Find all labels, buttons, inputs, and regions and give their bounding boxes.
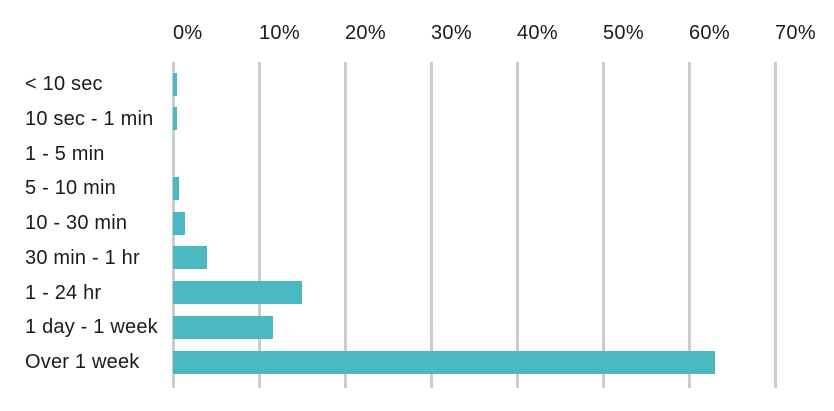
gridline (430, 62, 433, 388)
gridline (602, 62, 605, 388)
x-axis-tick-label: 10% (259, 22, 300, 44)
category-label: < 10 sec (25, 73, 103, 95)
gridline (774, 62, 777, 388)
bar (173, 246, 208, 270)
bar (173, 107, 178, 131)
category-label: 1 - 24 hr (25, 281, 102, 304)
x-axis-tick-label: 50% (603, 22, 644, 44)
x-axis-tick-label: 60% (689, 22, 730, 44)
x-axis-tick-label: 40% (517, 22, 558, 44)
gridline (344, 62, 347, 388)
gridline (258, 62, 261, 388)
category-label: 10 sec - 1 min (25, 107, 154, 130)
x-axis-tick-label: 20% (345, 22, 386, 44)
gridline (516, 62, 519, 388)
x-axis-tick-label: 70% (775, 22, 816, 44)
gridline (688, 62, 691, 388)
bar (173, 72, 178, 96)
category-label: 10 - 30 min (25, 212, 128, 234)
category-label: 30 min - 1 hr (25, 246, 140, 269)
x-axis-tick-label: 30% (431, 22, 472, 44)
bar (173, 211, 186, 235)
bar (173, 350, 715, 374)
bar (173, 315, 273, 339)
bar (173, 281, 302, 304)
category-label: 1 day - 1 week (25, 316, 158, 339)
category-label: 1 - 5 min (25, 142, 105, 165)
bar (173, 176, 180, 200)
category-label: 5 - 10 min (25, 177, 116, 200)
category-label: Over 1 week (25, 351, 140, 373)
x-axis-tick-label: 0% (173, 22, 203, 44)
